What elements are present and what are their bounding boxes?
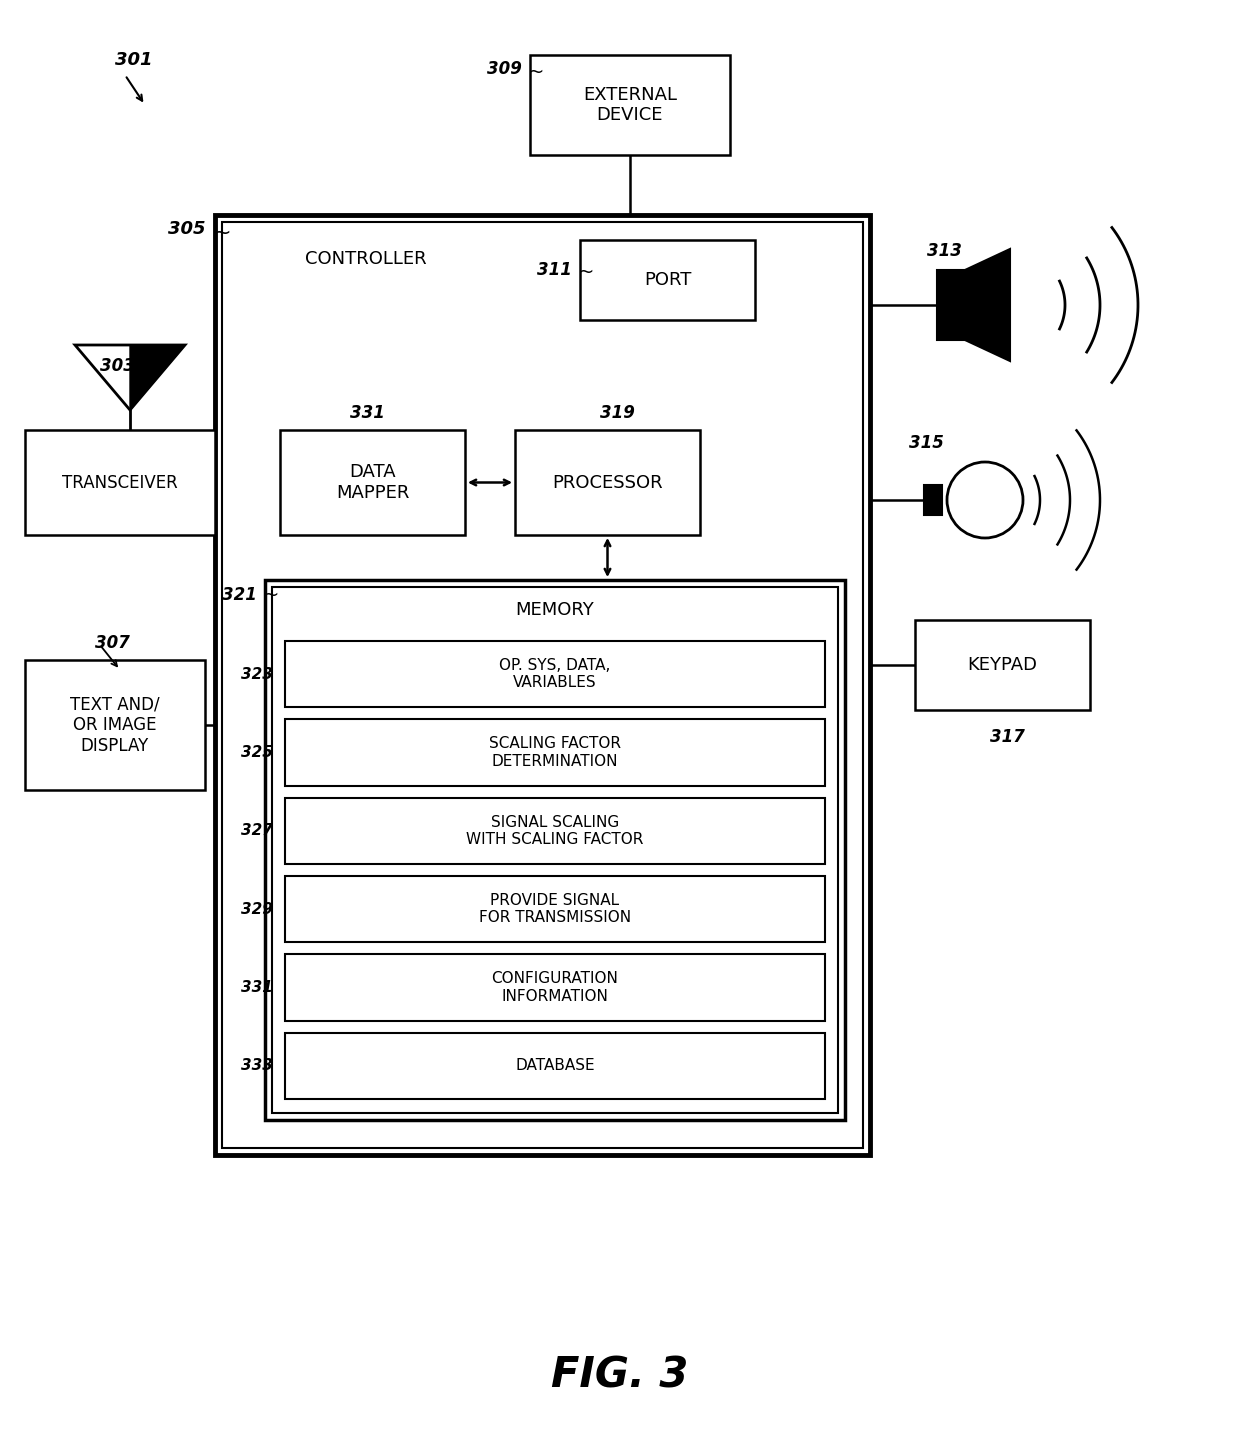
Bar	[924, 485, 942, 515]
Text: 303: 303	[100, 358, 135, 375]
Bar	[285, 954, 825, 1021]
Text: CONTROLLER: CONTROLLER	[305, 250, 427, 267]
Text: EXTERNAL
DEVICE: EXTERNAL DEVICE	[583, 86, 677, 124]
Text: CONFIGURATION
INFORMATION: CONFIGURATION INFORMATION	[491, 971, 619, 1004]
Bar	[285, 641, 825, 708]
Bar	[25, 430, 215, 535]
Text: 321: 321	[222, 586, 257, 603]
Text: MEMORY: MEMORY	[516, 601, 594, 619]
Text: ~: ~	[263, 585, 279, 605]
Bar	[222, 222, 863, 1148]
Text: 317: 317	[990, 728, 1025, 746]
Text: PORT: PORT	[644, 272, 691, 289]
Text: OP. SYS, DATA,
VARIABLES: OP. SYS, DATA, VARIABLES	[500, 658, 610, 691]
Text: 329: 329	[241, 902, 273, 917]
Text: 325: 325	[241, 745, 273, 759]
Text: SIGNAL SCALING
WITH SCALING FACTOR: SIGNAL SCALING WITH SCALING FACTOR	[466, 815, 644, 847]
Text: PROCESSOR: PROCESSOR	[552, 473, 663, 492]
Text: 333: 333	[241, 1058, 273, 1074]
Bar	[285, 877, 825, 942]
Text: 327: 327	[241, 824, 273, 838]
Polygon shape	[965, 249, 1011, 360]
Text: 307: 307	[95, 633, 130, 652]
Text: ~: ~	[578, 263, 594, 282]
Bar	[285, 1032, 825, 1100]
Bar	[215, 214, 870, 1155]
Text: 313: 313	[928, 242, 962, 260]
Bar	[529, 54, 730, 154]
Circle shape	[947, 462, 1023, 538]
Text: FIG. 3: FIG. 3	[552, 1354, 688, 1396]
Text: 331: 331	[241, 980, 273, 995]
Bar	[272, 586, 838, 1113]
Text: 311: 311	[537, 262, 572, 279]
Text: 301: 301	[115, 51, 153, 69]
Bar	[915, 621, 1090, 711]
Text: DATA
MAPPER: DATA MAPPER	[336, 463, 409, 502]
Text: PROVIDE SIGNAL
FOR TRANSMISSION: PROVIDE SIGNAL FOR TRANSMISSION	[479, 892, 631, 925]
Text: 331: 331	[350, 405, 384, 422]
Bar	[580, 240, 755, 320]
Text: DATABASE: DATABASE	[515, 1058, 595, 1074]
Text: 323: 323	[241, 666, 273, 682]
Bar	[265, 581, 844, 1120]
Text: 315: 315	[909, 433, 944, 452]
Bar	[515, 430, 701, 535]
Bar	[285, 719, 825, 785]
Polygon shape	[130, 345, 185, 410]
Text: 309: 309	[487, 60, 522, 79]
Bar	[25, 661, 205, 789]
Text: TRANSCEIVER: TRANSCEIVER	[62, 473, 177, 492]
Text: ~: ~	[528, 63, 544, 82]
Text: TEXT AND/
OR IMAGE
DISPLAY: TEXT AND/ OR IMAGE DISPLAY	[71, 695, 160, 755]
Bar	[937, 270, 965, 340]
Text: 319: 319	[600, 405, 635, 422]
Bar	[285, 798, 825, 864]
Text: SCALING FACTOR
DETERMINATION: SCALING FACTOR DETERMINATION	[489, 736, 621, 769]
Text: 305: 305	[167, 220, 205, 237]
Text: KEYPAD: KEYPAD	[967, 656, 1038, 674]
Text: ~: ~	[213, 223, 232, 243]
Bar	[280, 430, 465, 535]
